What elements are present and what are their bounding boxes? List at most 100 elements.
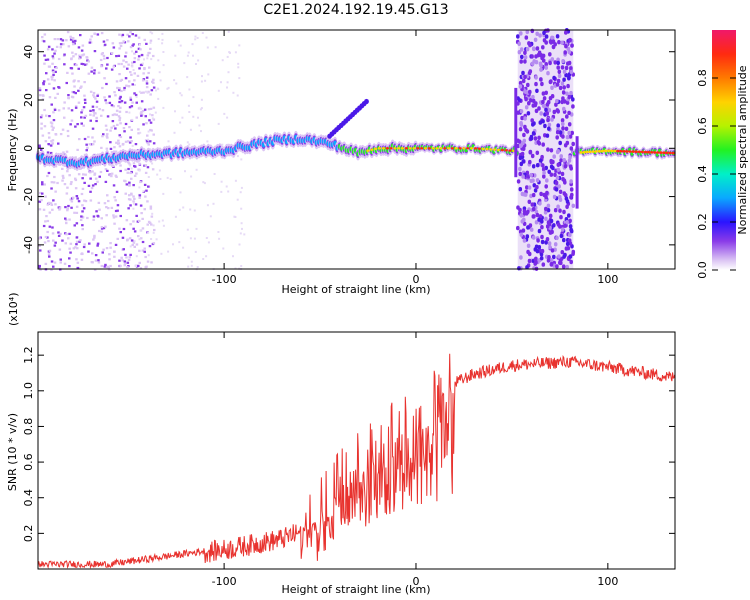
noise-speckle	[138, 194, 142, 197]
noise-speckle	[531, 94, 535, 100]
noise-speckle	[83, 137, 87, 141]
noise-speckle	[124, 192, 127, 195]
noise-speckle	[124, 55, 127, 58]
ridge-hot	[622, 150, 626, 153]
noise-speckle	[544, 61, 548, 67]
noise-speckle	[567, 49, 571, 55]
noise-speckle	[39, 236, 42, 239]
branch-mark	[364, 98, 369, 105]
noise-speckle	[138, 249, 141, 252]
noise-speckle	[118, 88, 121, 92]
noise-speckle	[567, 122, 572, 127]
noise-speckle	[40, 122, 43, 125]
ridge-hot	[634, 150, 638, 153]
noise-speckle	[124, 122, 128, 126]
noise-speckle	[78, 138, 81, 141]
noise-speckle	[65, 81, 68, 85]
noise-speckle	[143, 164, 146, 167]
noise-speckle	[143, 67, 146, 70]
ridge-hot	[377, 147, 382, 150]
noise-speckle	[547, 126, 551, 131]
noise-speckle	[90, 187, 94, 190]
noise-speckle	[558, 85, 563, 91]
noise-speckle	[74, 105, 78, 108]
noise-speckle	[565, 241, 570, 247]
noise-speckle	[561, 264, 566, 269]
noise-speckle	[539, 63, 543, 68]
noise-speckle	[541, 91, 546, 96]
noise-speckle	[530, 61, 535, 66]
noise-speckle	[143, 38, 146, 41]
noise-speckle	[53, 79, 56, 82]
noise-speckle	[206, 46, 209, 49]
noise-speckle	[220, 81, 222, 84]
noise-speckle	[115, 190, 119, 193]
noise-speckle	[141, 79, 145, 82]
noise-speckle	[64, 217, 67, 220]
noise-speckle	[48, 249, 52, 252]
noise-speckle	[127, 198, 131, 201]
noise-speckle	[110, 126, 113, 129]
noise-speckle	[552, 109, 557, 115]
noise-speckle	[75, 211, 79, 214]
noise-speckle	[135, 50, 138, 53]
ridge-hot	[500, 148, 504, 152]
noise-speckle	[221, 59, 224, 62]
noise-speckle	[111, 42, 115, 45]
noise-speckle	[559, 260, 563, 266]
noise-speckle	[144, 195, 147, 198]
noise-speckle	[531, 131, 536, 136]
noise-speckle	[214, 46, 217, 49]
noise-speckle	[196, 37, 199, 39]
noise-speckle	[528, 43, 532, 48]
noise-speckle	[516, 34, 520, 39]
noise-speckle	[140, 107, 143, 110]
noise-speckle	[79, 86, 82, 89]
noise-speckle	[77, 89, 80, 92]
noise-speckle	[556, 109, 560, 114]
noise-speckle	[62, 151, 65, 154]
noise-speckle	[105, 67, 108, 70]
noise-speckle	[129, 253, 132, 256]
noise-speckle	[548, 52, 552, 57]
noise-speckle	[66, 209, 69, 212]
noise-speckle	[81, 54, 84, 57]
noise-speckle	[104, 225, 107, 228]
noise-speckle	[189, 237, 192, 240]
noise-speckle	[166, 87, 169, 90]
noise-speckle	[102, 133, 105, 136]
noise-speckle	[552, 75, 556, 81]
noise-speckle	[149, 47, 152, 50]
noise-speckle	[526, 243, 531, 248]
noise-speckle	[80, 111, 83, 114]
ridge-hot	[582, 150, 586, 154]
noise-speckle	[104, 168, 108, 171]
noise-speckle	[63, 63, 66, 66]
noise-speckle	[546, 258, 551, 263]
colorbar-tick-label: 0.2	[696, 213, 709, 231]
noise-speckle	[564, 44, 568, 49]
noise-speckle	[201, 32, 204, 34]
noise-speckle	[151, 162, 154, 165]
noise-speckle	[43, 108, 46, 112]
noise-speckle	[67, 107, 70, 110]
noise-speckle	[179, 121, 182, 124]
colorbar-label: Normalized spectral amplitude	[736, 65, 749, 234]
noise-speckle	[46, 48, 50, 51]
noise-speckle	[76, 148, 79, 151]
noise-speckle	[48, 255, 51, 258]
noise-speckle	[562, 85, 566, 90]
noise-speckle	[64, 242, 67, 245]
noise-speckle	[45, 72, 48, 75]
noise-speckle	[534, 54, 538, 59]
y-tick-label: 0.2	[22, 525, 35, 543]
ridge-hot	[496, 148, 501, 152]
spectrogram-x-ticks: -100 0 100	[212, 30, 618, 286]
noise-speckle	[133, 165, 136, 168]
noise-speckle	[193, 237, 196, 240]
noise-speckle	[85, 63, 89, 66]
noise-speckle	[50, 78, 54, 81]
noise-speckle	[544, 216, 548, 221]
noise-speckle	[42, 224, 46, 228]
noise-speckle	[52, 119, 56, 122]
